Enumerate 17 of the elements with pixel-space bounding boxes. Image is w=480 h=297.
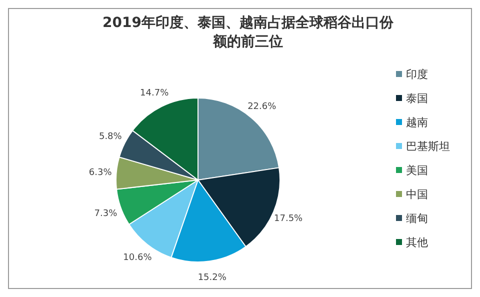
data-label: 22.6% <box>248 102 277 112</box>
data-label: 6.3% <box>88 168 112 178</box>
data-label: 14.7% <box>140 88 170 98</box>
legend-label: 印度 <box>406 68 428 81</box>
legend-label: 泰国 <box>406 92 428 105</box>
legend-label: 巴基斯坦 <box>406 140 450 153</box>
legend-label: 越南 <box>406 116 428 129</box>
legend-label: 中国 <box>406 188 428 201</box>
data-label: 10.6% <box>123 253 152 264</box>
legend-label: 其他 <box>406 236 428 249</box>
legend-label: 美国 <box>406 164 428 177</box>
data-label: 17.5% <box>274 214 304 224</box>
data-label: 5.8% <box>98 132 122 142</box>
legend-label: 缅甸 <box>406 212 428 225</box>
data-label: 7.3% <box>94 209 118 220</box>
chart-title: 2019年印度、泰国、越南占据全球稻谷出口份额的前三位 <box>102 14 394 52</box>
data-label: 15.2% <box>198 273 227 284</box>
